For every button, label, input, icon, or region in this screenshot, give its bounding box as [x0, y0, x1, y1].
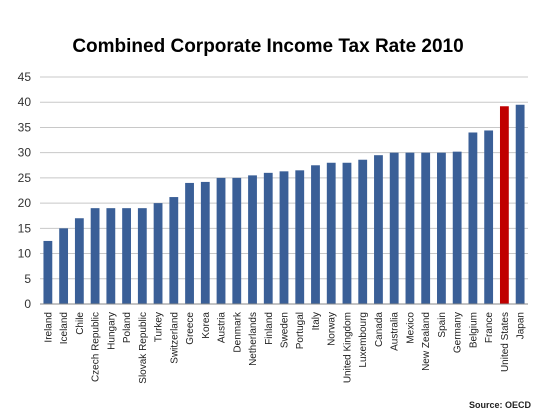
bar-austria: [216, 177, 226, 304]
chart-title: Combined Corporate Income Tax Rate 2010: [72, 36, 463, 57]
bar-slovak-republic: [137, 208, 147, 304]
x-tick-label: Spain: [437, 312, 448, 338]
bar-united-kingdom: [342, 162, 352, 304]
x-axis-labels: Ireland Iceland Chile Czech Republic Hungary…: [43, 311, 526, 384]
bar-iceland: [59, 228, 69, 304]
y-tick-label: 40: [18, 95, 32, 109]
x-tick-label: Japan: [516, 312, 527, 339]
bars: [43, 104, 525, 304]
x-tick-label: France: [484, 312, 495, 344]
x-tick-label: Denmark: [232, 311, 243, 353]
x-tick-label: Canada: [374, 312, 385, 347]
x-tick-label: Finland: [264, 312, 275, 345]
y-tick-label: 15: [18, 221, 32, 235]
bar-poland: [122, 208, 131, 304]
y-tick-label: 0: [24, 297, 31, 311]
x-tick-label: Hungary: [106, 312, 117, 350]
x-tick-label: Portugal: [295, 312, 306, 349]
bar-belgium: [468, 132, 478, 304]
y-tick-label: 35: [18, 120, 32, 134]
bar-switzerland: [169, 197, 179, 304]
bar-new-zealand: [421, 152, 431, 304]
x-tick-label: Slovak Republic: [138, 312, 149, 384]
bar-spain: [437, 152, 446, 304]
x-tick-label: United States: [500, 312, 511, 372]
bar-mexico: [405, 152, 415, 304]
bar-france: [484, 130, 494, 304]
y-tick-label: 25: [18, 171, 32, 185]
bar-australia: [389, 152, 399, 304]
bar-netherlands: [248, 175, 257, 304]
bar-norway: [326, 162, 336, 304]
source-note: Source: OECD: [469, 400, 532, 410]
bar-czech-republic: [90, 208, 100, 304]
bar-germany: [452, 151, 462, 304]
x-tick-label: Czech Republic: [91, 312, 102, 382]
bar-ireland: [43, 240, 53, 304]
x-tick-label: Norway: [327, 312, 338, 346]
bar-canada: [374, 155, 383, 304]
bar-luxembourg: [358, 159, 368, 304]
bar-japan: [515, 104, 525, 304]
x-tick-label: Netherlands: [248, 312, 259, 366]
x-tick-label: Chile: [75, 312, 86, 335]
bar-denmark: [232, 177, 242, 304]
bar-chile: [74, 218, 84, 304]
bar-sweden: [279, 171, 289, 304]
y-tick-label: 5: [24, 272, 31, 286]
x-tick-label: Poland: [122, 312, 133, 343]
x-tick-label: Australia: [390, 312, 401, 351]
bar-italy: [311, 165, 320, 304]
x-tick-label: Turkey: [154, 312, 165, 342]
x-tick-label: Greece: [185, 312, 196, 345]
x-tick-label: Iceland: [59, 312, 70, 344]
x-tick-label: Korea: [201, 312, 212, 339]
x-tick-label: Italy: [311, 312, 322, 330]
x-tick-label: Switzerland: [169, 312, 180, 364]
y-tick-label: 45: [18, 70, 32, 84]
y-tick-label: 20: [18, 196, 32, 210]
bar-portugal: [295, 170, 305, 304]
x-tick-label: Austria: [217, 312, 228, 344]
y-tick-label: 10: [18, 247, 32, 261]
x-tick-label: Mexico: [405, 312, 416, 344]
y-axis-ticks: 0 5 10 15 20 25 30 35 40 45: [18, 70, 32, 311]
bar-turkey: [153, 203, 163, 304]
x-tick-label: Luxembourg: [358, 312, 369, 368]
bar-united-states: [499, 106, 509, 304]
bar-korea: [200, 181, 210, 304]
x-tick-label: United Kingdom: [342, 312, 353, 383]
x-tick-label: Germany: [453, 312, 464, 353]
y-tick-label: 30: [18, 146, 32, 160]
bar-greece: [185, 182, 194, 304]
x-tick-label: Ireland: [43, 312, 54, 343]
x-tick-label: Belgium: [468, 312, 479, 348]
bar-finland: [263, 172, 273, 304]
x-tick-label: Sweden: [280, 312, 291, 348]
bar-hungary: [106, 208, 116, 304]
x-tick-label: New Zealand: [421, 312, 432, 371]
